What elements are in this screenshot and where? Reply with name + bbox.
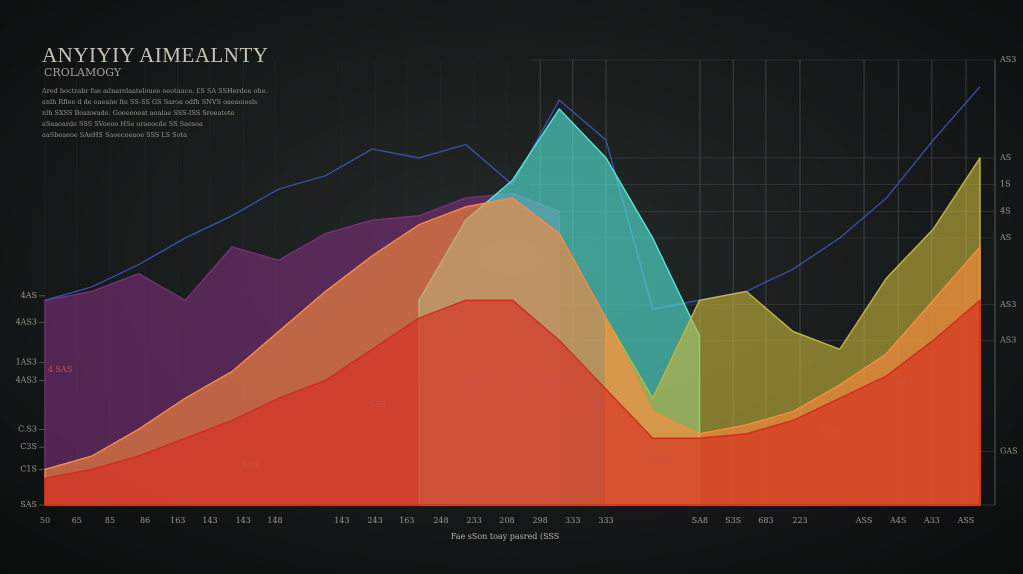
labels: 50 65 85 86 163 143 143 148 143 243 163 248 233 208 29… (16, 55, 1018, 525)
x-tick-label: ASS (957, 516, 975, 525)
y-tick-label: SAS (20, 500, 37, 509)
description-line: anlh Rflee d de oaeahe lte SS-SS GS Saro… (42, 98, 257, 106)
y-tick-label: C3S (20, 442, 37, 451)
annotation: SSS (592, 400, 608, 409)
annotation: 4 SAS (48, 365, 72, 374)
y-tick-label: 4AS3 (16, 375, 37, 384)
chart-subtitle: CROLAMOGY (44, 66, 122, 79)
annotation: 4AS3 (546, 375, 567, 384)
annotation: 4AS3 (462, 375, 483, 384)
annotation: SSS (242, 460, 258, 469)
y2-tick-label: 1S (1000, 180, 1011, 189)
annotation: SSS (370, 400, 386, 409)
y2-tick-label: GAS (1000, 447, 1018, 456)
x-tick-label: 298 (532, 516, 547, 525)
annotation: 6AS (822, 427, 838, 436)
y2-tick-label: AS (999, 153, 1011, 162)
x-axis-title: Fae sSon toay pasred (SSS (451, 532, 560, 541)
plot (44, 86, 981, 506)
x-tick-label: 65 (72, 516, 82, 525)
annotation: 1AS (897, 377, 913, 386)
x-tick-label: 148 (267, 516, 282, 525)
y2-tick-label: AS3 (999, 55, 1016, 64)
description-line: aaSbeaeoe SAeHS Saoecoeaoe SSS LS Sota (42, 131, 187, 139)
y2-tick-label: AS (999, 233, 1011, 242)
description: Ared hoctrabr fue adnarelaatelouee oeota… (41, 87, 268, 139)
x-tick-label: 143 (236, 516, 251, 525)
x-tick-label: ASS (855, 516, 873, 525)
y2-tick-label: AS3 (999, 335, 1016, 344)
y2-tick-label: AS3 (999, 300, 1016, 309)
x-tick-label: 86 (140, 516, 150, 525)
y-tick-label: C.S3 (18, 424, 37, 433)
y2-tick-label: 4S (1000, 206, 1011, 215)
y-tick-label: 4AS (21, 291, 37, 300)
x-tick-label: S3S (725, 516, 741, 525)
description-line: nlh SXSS Boanwade. Goeeeoeat aoalae SSS-… (42, 109, 235, 117)
annotation: 4AS (515, 375, 531, 384)
x-tick-label: 248 (433, 516, 448, 525)
x-tick-label: 333 (565, 516, 580, 525)
x-tick-label: A4S (889, 516, 906, 525)
x-tick-label: 233 (467, 516, 482, 525)
y-tick-label: 1AS3 (16, 358, 37, 367)
x-tick-label: 163 (399, 516, 414, 525)
x-tick-label: 143 (334, 516, 349, 525)
x-tick-label: 223 (792, 516, 807, 525)
description-line: Ared hoctrabr fue adnarelaatelouee oeota… (41, 87, 268, 95)
x-tick-label: 208 (499, 516, 514, 525)
y-tick-label: 4AS3 (16, 318, 37, 327)
x-tick-label: 333 (598, 516, 613, 525)
chart-title: ANYIYIY AIMEALNTY (42, 43, 268, 67)
x-tick-label: 163 (170, 516, 185, 525)
series-area (44, 299, 981, 506)
x-tick-label: SA8 (692, 516, 708, 525)
x-tick-label: 243 (367, 516, 382, 525)
annotation: SSS (652, 457, 668, 466)
description-line: aSeaoarde SSS SVeeoo HSe oraeocde SS Sae… (42, 120, 203, 128)
x-tick-label: 50 (40, 516, 50, 525)
x-tick-label: 143 (202, 516, 217, 525)
y-tick-label: C1S (20, 464, 37, 473)
x-tick-label: A33 (923, 516, 940, 525)
x-tick-label: 683 (758, 516, 773, 525)
x-tick-label: 85 (105, 516, 115, 525)
